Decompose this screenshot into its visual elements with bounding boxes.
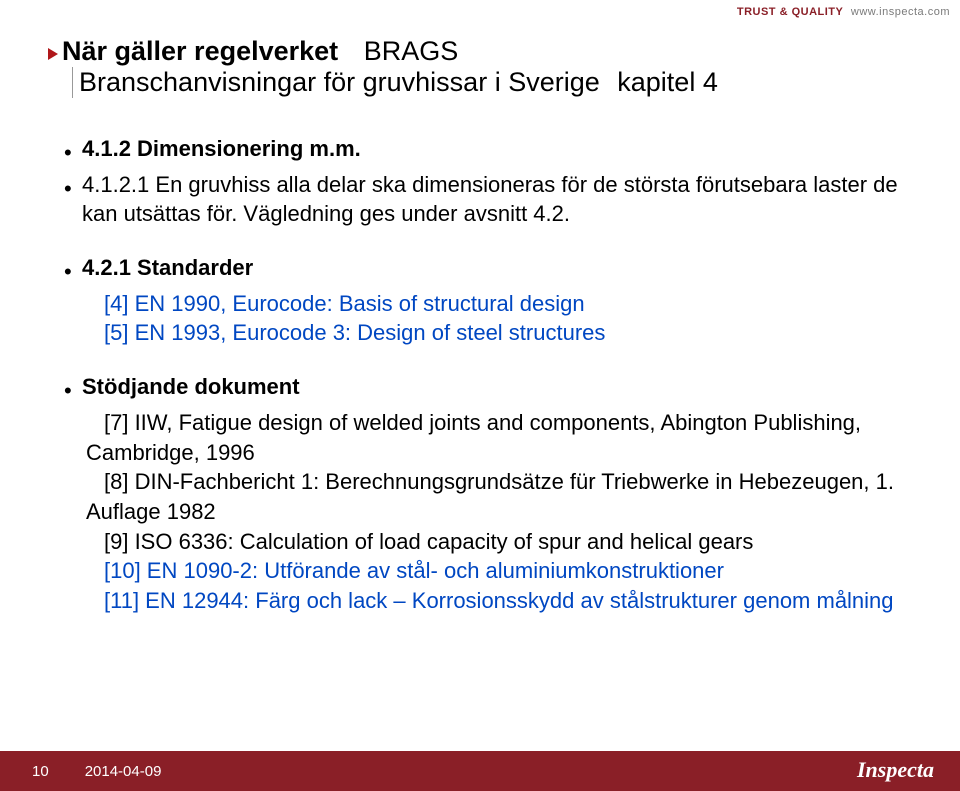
stodjande-heading: Stödjande dokument [82,374,300,399]
paragraph-1: 4.1.2.1 En gruvhiss alla delar ska dimen… [82,170,912,229]
bullet-dot-icon [64,134,82,168]
standard-refs: [4] EN 1990, Eurocode: Basis of structur… [104,289,912,348]
page-number: 10 [32,763,49,780]
title-line-1: När gäller regelverket BRAGS [62,36,718,67]
standarder-heading: 4.2.1 Standarder [82,255,253,280]
title-part-a: När gäller regelverket [62,36,338,66]
bullet-paragraph-1: 4.1.2.1 En gruvhiss alla delar ska dimen… [64,170,912,229]
dim-heading: 4.1.2 Dimensionering m.m. [82,136,361,161]
trust-quality-label: TRUST & QUALITY [737,6,844,18]
bullet-dimensionering: 4.1.2 Dimensionering m.m. [64,134,912,168]
ref-iiw: [7] IIW, Fatigue design of welded joints… [86,408,912,467]
title-block: När gäller regelverket BRAGS Branschanvi… [48,36,912,98]
slide-page: TRUST & QUALITY www.inspecta.com När gäl… [0,0,960,791]
content-area: 4.1.2 Dimensionering m.m. 4.1.2.1 En gru… [64,134,912,616]
footer-bar: 10 2014-04-09 Inspecta [0,751,960,791]
ref-en1090: [10] EN 1090-2: Utförande av stål- och a… [104,556,912,586]
site-url: www.inspecta.com [851,6,950,18]
title-part-c: Branschanvisningar för gruvhissar i Sver… [79,67,600,97]
ref-en1993: [5] EN 1993, Eurocode 3: Design of steel… [104,318,912,348]
ref-din: [8] DIN-Fachbericht 1: Berechnungsgrunds… [86,467,912,526]
ref-en12944: [11] EN 12944: Färg och lack – Korrosion… [104,586,912,616]
triangle-icon [48,48,58,60]
bullet-stodjande: Stödjande dokument [64,372,912,406]
bullet-dot-icon [64,170,82,229]
supporting-refs: [7] IIW, Fatigue design of welded joints… [86,408,912,616]
top-bar: TRUST & QUALITY www.inspecta.com [737,6,950,18]
inspecta-logo: Inspecta [857,757,934,783]
bullet-standarder: 4.2.1 Standarder [64,253,912,287]
title-part-d: kapitel 4 [617,67,718,97]
title-line-2: Branschanvisningar för gruvhissar i Sver… [72,67,718,98]
footer-date: 2014-04-09 [85,763,162,780]
bullet-dot-icon [64,372,82,406]
bullet-dot-icon [64,253,82,287]
title-part-b: BRAGS [364,36,459,66]
ref-iso6336: [9] ISO 6336: Calculation of load capaci… [104,527,912,557]
ref-en1990: [4] EN 1990, Eurocode: Basis of structur… [104,289,912,319]
